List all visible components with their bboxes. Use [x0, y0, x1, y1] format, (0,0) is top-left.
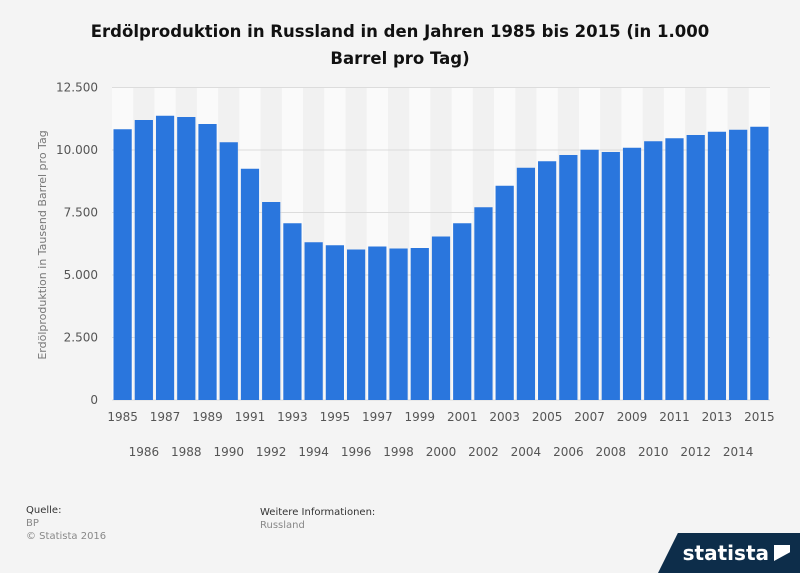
y-tick-label: 2.500: [64, 331, 98, 345]
x-tick-label: 1998: [383, 445, 414, 459]
x-tick-label: 2012: [680, 445, 711, 459]
bar[interactable]: [198, 124, 217, 400]
x-tick-label: 2014: [723, 445, 754, 459]
bar[interactable]: [707, 131, 727, 400]
bar[interactable]: [389, 248, 408, 401]
info-label: Weitere Informationen:: [260, 507, 376, 518]
x-tick-label: 1997: [362, 410, 393, 424]
bar[interactable]: [622, 147, 642, 400]
bar[interactable]: [262, 202, 281, 400]
x-tick-label: 1999: [405, 410, 436, 424]
x-tick-label: 2006: [553, 445, 584, 459]
bar[interactable]: [750, 126, 769, 400]
source-label: Quelle:: [26, 505, 62, 516]
x-tick-label: 2013: [702, 410, 733, 424]
statista-logo[interactable]: statista: [658, 533, 800, 573]
copyright: © Statista 2016: [26, 531, 107, 542]
x-tick-label: 2000: [426, 445, 457, 459]
x-tick-label: 2010: [638, 445, 669, 459]
bar[interactable]: [304, 242, 323, 400]
x-tick-label: 1995: [320, 410, 351, 424]
x-tick-label: 2009: [617, 410, 648, 424]
bar[interactable]: [219, 142, 238, 400]
source-value[interactable]: BP: [26, 518, 39, 529]
x-tick-label: 1994: [298, 445, 329, 459]
bar[interactable]: [538, 161, 557, 400]
bar[interactable]: [601, 152, 620, 400]
bar[interactable]: [729, 129, 748, 400]
x-tick-label: 1985: [107, 410, 138, 424]
x-tick-label: 2011: [659, 410, 690, 424]
x-tick-label: 2002: [468, 445, 499, 459]
bar[interactable]: [368, 246, 387, 401]
x-tick-label: 2001: [447, 410, 478, 424]
info-value[interactable]: Russland: [260, 520, 305, 531]
y-axis-label: Erdölproduktion in Tausend Barrel pro Ta…: [36, 130, 49, 359]
bar[interactable]: [155, 115, 175, 400]
x-tick-label: 2004: [511, 445, 542, 459]
bar[interactable]: [346, 249, 366, 401]
y-tick-label: 10.000: [56, 143, 98, 157]
bar[interactable]: [559, 155, 578, 400]
bar[interactable]: [410, 248, 429, 400]
y-tick-label: 0: [90, 393, 98, 407]
x-tick-label: 1987: [150, 410, 181, 424]
x-tick-label: 1991: [235, 410, 266, 424]
y-tick-label: 12.500: [56, 81, 98, 95]
x-tick-label: 2015: [744, 410, 775, 424]
bar[interactable]: [283, 223, 302, 400]
x-tick-label: 2003: [489, 410, 520, 424]
x-tick-label: 2005: [532, 410, 563, 424]
bar[interactable]: [665, 138, 684, 400]
bar[interactable]: [516, 167, 536, 400]
bar[interactable]: [474, 207, 493, 400]
x-tick-label: 1989: [192, 410, 223, 424]
chart-title: Erdölproduktion in Russland in den Jahre…: [90, 22, 710, 68]
y-tick-label: 5.000: [64, 268, 98, 282]
logo-mark-icon: [774, 545, 790, 561]
bar-chart: 0 2.500 5.000 7.500 10.000 12.500 1985 1986 1987…: [36, 81, 775, 460]
bar[interactable]: [134, 120, 153, 400]
x-tick-label: 1996: [341, 445, 372, 459]
bar[interactable]: [431, 236, 451, 401]
bar[interactable]: [580, 149, 599, 400]
x-tick-label: 2008: [596, 445, 627, 459]
bar[interactable]: [113, 129, 132, 400]
bar[interactable]: [495, 185, 514, 400]
bar[interactable]: [240, 168, 260, 400]
bar[interactable]: [644, 141, 663, 400]
bar[interactable]: [177, 117, 196, 400]
bar[interactable]: [453, 223, 472, 400]
bar[interactable]: [686, 135, 705, 400]
x-tick-label: 1986: [129, 445, 160, 459]
y-tick-label: 7.500: [64, 206, 98, 220]
x-tick-label: 2007: [574, 410, 605, 424]
x-tick-label: 1988: [171, 445, 202, 459]
logo-text: statista: [682, 541, 769, 565]
x-tick-label: 1990: [213, 445, 244, 459]
bar[interactable]: [325, 245, 344, 400]
x-tick-label: 1993: [277, 410, 308, 424]
x-tick-label: 1992: [256, 445, 287, 459]
